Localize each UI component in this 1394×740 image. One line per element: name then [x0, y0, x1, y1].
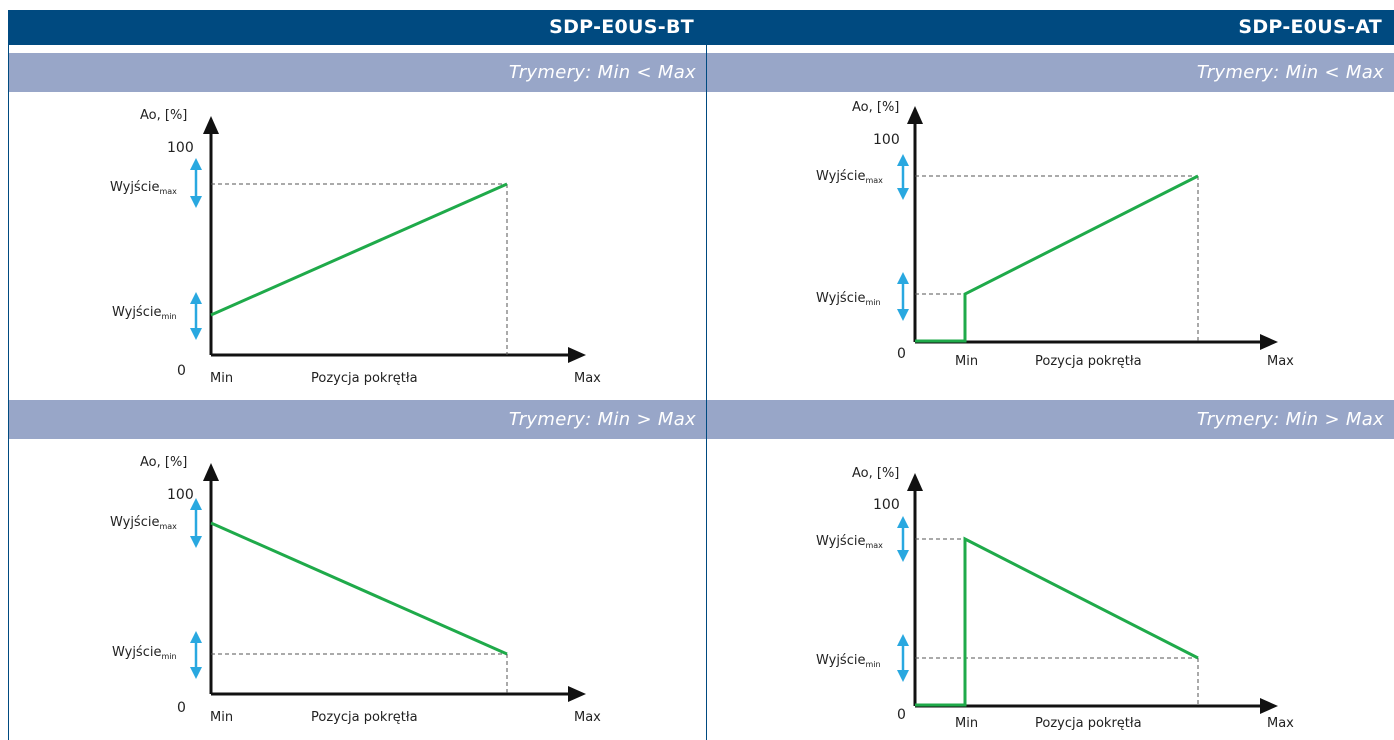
- output-min-label: Wyjściemin: [112, 645, 177, 661]
- y-top-label: 100: [873, 497, 900, 513]
- x-axis-label: Pozycja pokrętła: [311, 710, 418, 725]
- output-min-label: Wyjściemin: [816, 291, 881, 307]
- x-max-label: Max: [574, 710, 601, 725]
- y-top-label: 100: [167, 140, 194, 156]
- subheader-text: Trymery: Min < Max: [508, 62, 696, 83]
- x-max-label: Max: [574, 371, 601, 386]
- table-left-border: [8, 10, 9, 740]
- subheader-text: Trymery: Min < Max: [1196, 62, 1384, 83]
- guide-lines: [915, 538, 1199, 706]
- y-zero-label: 0: [177, 700, 186, 716]
- axes: [907, 473, 1278, 714]
- output-max-label: Wyjściemax: [110, 180, 177, 196]
- double-arrow-icon: [897, 272, 909, 321]
- x-axis-label: Pozycja pokrętła: [1035, 716, 1142, 731]
- x-max-label: Max: [1267, 354, 1294, 369]
- subheader-at-row1: Trymery: Min < Max: [707, 53, 1394, 92]
- axes: [203, 116, 586, 363]
- double-arrow-icon: [190, 498, 202, 548]
- x-min-label: Min: [955, 716, 978, 731]
- y-zero-label: 0: [897, 707, 906, 723]
- subheader-at-row2: Trymery: Min > Max: [707, 400, 1394, 439]
- column-header-bt: SDP-E0US-BT: [8, 10, 706, 45]
- subheader-text: Trymery: Min > Max: [1196, 409, 1384, 430]
- x-axis-label: Pozycja pokrętła: [1035, 354, 1142, 369]
- output-line: [915, 536, 1199, 707]
- x-min-label: Min: [955, 354, 978, 369]
- output-max-label: Wyjściemax: [110, 515, 177, 531]
- output-min-label: Wyjściemin: [816, 653, 881, 669]
- output-max-label: Wyjściemax: [816, 169, 883, 185]
- double-arrow-icon: [190, 631, 202, 679]
- y-axis-label: Ao, [%]: [852, 100, 899, 115]
- x-axis-label: Pozycja pokrętła: [311, 371, 418, 386]
- axes: [907, 106, 1278, 350]
- double-arrow-icon: [190, 292, 202, 340]
- double-arrow-icon: [897, 634, 909, 682]
- x-max-label: Max: [1267, 716, 1294, 731]
- y-zero-label: 0: [177, 363, 186, 379]
- column-title-at: SDP-E0US-AT: [1238, 16, 1382, 38]
- x-min-label: Min: [210, 371, 233, 386]
- column-header-at: SDP-E0US-AT: [707, 10, 1394, 45]
- subheader-bt-row1: Trymery: Min < Max: [8, 53, 706, 92]
- x-min-label: Min: [210, 710, 233, 725]
- double-arrow-icon: [897, 154, 909, 200]
- output-line: [210, 521, 508, 656]
- y-zero-label: 0: [897, 346, 906, 362]
- output-min-label: Wyjściemin: [112, 305, 177, 321]
- y-axis-label: Ao, [%]: [140, 108, 187, 123]
- guide-lines: [915, 175, 1199, 342]
- y-axis-label: Ao, [%]: [140, 455, 187, 470]
- guide-lines: [211, 183, 508, 355]
- double-arrow-icon: [190, 158, 202, 208]
- subheader-bt-row2: Trymery: Min > Max: [8, 400, 706, 439]
- y-top-label: 100: [167, 487, 194, 503]
- output-line: [210, 182, 508, 317]
- y-axis-label: Ao, [%]: [852, 466, 899, 481]
- output-line: [915, 174, 1199, 343]
- guide-lines: [211, 653, 508, 694]
- y-top-label: 100: [873, 132, 900, 148]
- output-max-label: Wyjściemax: [816, 534, 883, 550]
- double-arrow-icon: [897, 516, 909, 562]
- column-title-bt: SDP-E0US-BT: [549, 16, 694, 38]
- table-divider: [706, 10, 707, 740]
- axes: [203, 463, 586, 702]
- subheader-text: Trymery: Min > Max: [508, 409, 696, 430]
